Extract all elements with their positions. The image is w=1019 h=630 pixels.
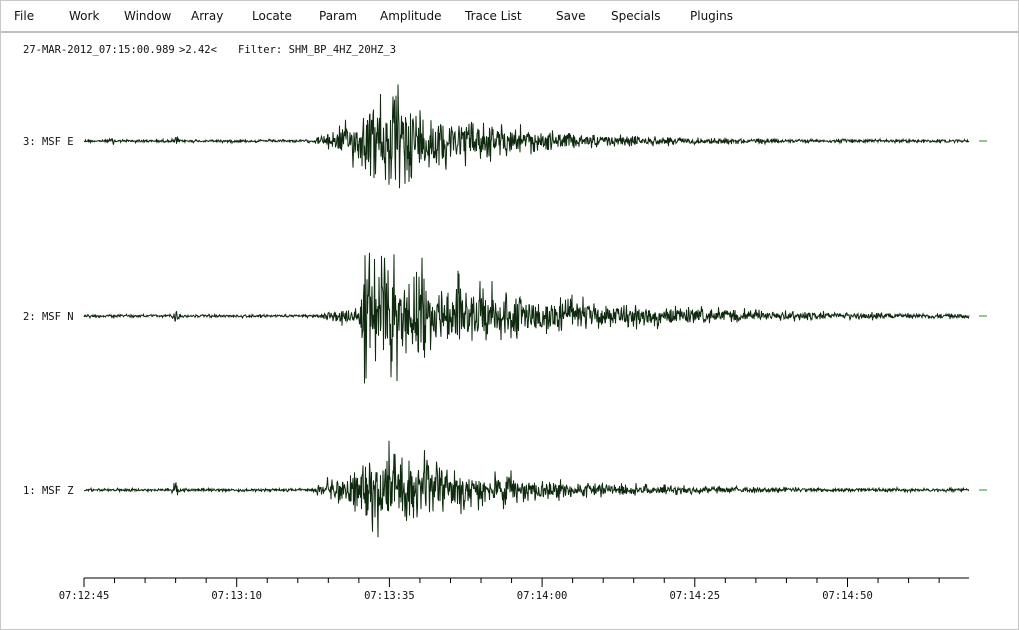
status-time: 27-MAR-2012_07:15:00.989	[23, 44, 175, 56]
time-label: 07:14:00	[517, 590, 568, 602]
menu-item[interactable]: Work	[69, 9, 100, 23]
menu-item[interactable]: Amplitude	[380, 9, 442, 23]
trace-label: 3: MSF E	[23, 136, 74, 148]
menu-item[interactable]: Specials	[611, 9, 661, 23]
waveform	[83, 84, 970, 189]
time-label: 07:14:25	[670, 590, 721, 602]
trace-label: 2: MSF N	[23, 311, 74, 323]
status-filter: Filter: SHM_BP_4HZ_20HZ_3	[238, 44, 396, 56]
menu-item[interactable]: File	[14, 9, 35, 23]
time-label: 07:13:10	[211, 590, 262, 602]
menu-item[interactable]: Array	[191, 9, 224, 23]
menu-bar: File Work Window Array Locate Param Amplitude T…	[1, 1, 1018, 33]
trace-label: 1: MSF Z	[23, 485, 74, 497]
trace-display: 27-MAR-2012_07:15:00.989 >2.42< Filter: …	[23, 44, 987, 602]
time-label: 07:13:35	[364, 590, 415, 602]
menu-item[interactable]: Plugins	[690, 9, 733, 23]
waveform	[83, 440, 970, 538]
menu-item[interactable]: Trace List	[465, 9, 522, 23]
menu-item[interactable]: Locate	[252, 9, 292, 23]
time-label: 07:14:50	[822, 590, 873, 602]
time-label: 07:12:45	[59, 590, 110, 602]
menu-item[interactable]: Save	[556, 9, 586, 23]
menu-item[interactable]: Window	[124, 9, 172, 23]
status-amplitude: >2.42<	[179, 44, 217, 56]
menu-item[interactable]: Param	[319, 9, 358, 23]
waveform	[83, 252, 970, 384]
